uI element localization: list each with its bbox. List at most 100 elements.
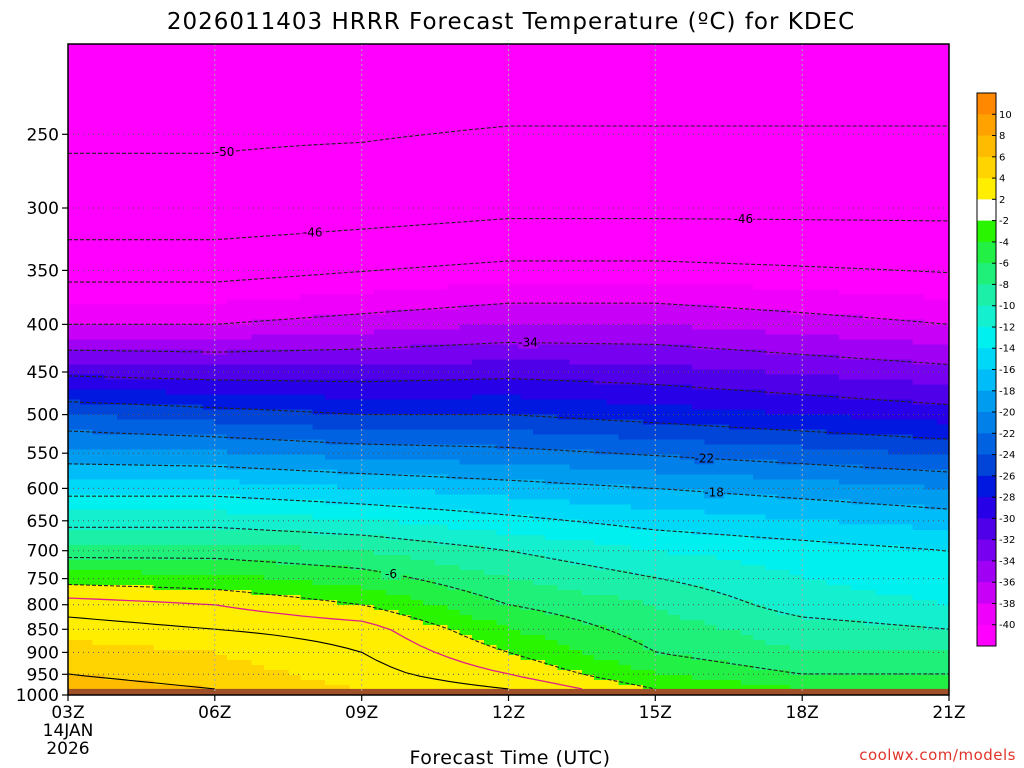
temperature-cell [655, 104, 669, 110]
temperature-cell [386, 204, 399, 210]
temperature-cell [777, 109, 791, 115]
temperature-cell [141, 144, 155, 150]
temperature-cell [104, 104, 118, 110]
temperature-cell [679, 334, 693, 341]
temperature-cell [386, 219, 399, 225]
temperature-cell [129, 84, 143, 90]
temperature-cell [912, 99, 926, 105]
temperature-cell [68, 309, 81, 316]
temperature-cell [386, 234, 399, 240]
temperature-cell [349, 339, 363, 346]
temperature-cell [251, 64, 265, 70]
temperature-cell [386, 124, 399, 130]
temperature-cell [814, 329, 828, 336]
temperature-cell [312, 59, 326, 65]
temperature-cell [300, 359, 314, 366]
temperature-cell [740, 384, 754, 391]
temperature-cell [802, 249, 816, 255]
temperature-cell [789, 124, 803, 130]
temperature-cell [178, 264, 191, 270]
temperature-cell [484, 279, 497, 285]
temperature-cell [239, 199, 253, 205]
temperature-cell [447, 289, 461, 295]
temperature-cell [814, 184, 828, 190]
temperature-cell [300, 284, 314, 290]
temperature-cell [679, 324, 693, 331]
temperature-cell [239, 349, 253, 356]
temperature-cell [594, 84, 607, 90]
temperature-cell [655, 264, 669, 270]
temperature-cell [728, 114, 742, 120]
temperature-cell [704, 44, 718, 50]
temperature-cell [422, 164, 436, 170]
temperature-cell [557, 384, 571, 391]
temperature-cell [814, 234, 828, 240]
temperature-cell [471, 109, 485, 115]
temperature-cell [508, 184, 522, 190]
temperature-cell [288, 174, 302, 180]
temperature-cell [263, 159, 277, 165]
temperature-cell [165, 289, 179, 295]
temperature-cell [361, 249, 375, 255]
temperature-cell [349, 384, 363, 391]
temperature-cell [92, 194, 106, 200]
temperature-cell [863, 69, 877, 75]
temperature-cell [875, 359, 889, 366]
temperature-cell [496, 179, 510, 185]
temperature-cell [569, 179, 583, 185]
temperature-cell [116, 234, 130, 240]
temperature-cell [532, 114, 546, 120]
temperature-cell [251, 379, 265, 386]
temperature-cell [251, 99, 265, 105]
temperature-cell [912, 379, 926, 386]
temperature-cell [716, 64, 730, 70]
temperature-cell [361, 299, 375, 305]
temperature-cell [349, 184, 363, 190]
temperature-cell [508, 104, 522, 110]
temperature-cell [361, 89, 375, 95]
temperature-cell [190, 59, 204, 65]
temperature-cell [398, 99, 412, 105]
temperature-cell [912, 119, 926, 125]
temperature-cell [239, 364, 253, 371]
temperature-cell [912, 164, 926, 170]
temperature-cell [777, 269, 791, 275]
temperature-cell [227, 94, 240, 100]
temperature-cell [594, 364, 607, 371]
temperature-cell [594, 239, 607, 245]
temperature-cell [202, 219, 216, 225]
temperature-cell [422, 174, 436, 180]
temperature-cell [141, 354, 155, 361]
temperature-cell [789, 214, 803, 220]
temperature-cell [728, 64, 742, 70]
temperature-cell [838, 249, 852, 255]
temperature-cell [496, 304, 510, 311]
temperature-cell [276, 379, 289, 386]
temperature-cell [912, 299, 926, 305]
temperature-cell [165, 254, 179, 260]
temperature-cell [422, 214, 436, 220]
temperature-cell [227, 194, 240, 200]
temperature-cell [190, 149, 204, 155]
temperature-cell [887, 89, 901, 95]
temperature-cell [826, 114, 840, 120]
temperature-cell [875, 244, 889, 250]
temperature-cell [496, 229, 510, 235]
temperature-cell [545, 289, 559, 295]
temperature-cell [606, 359, 620, 366]
temperature-cell [153, 194, 167, 200]
temperature-cell [777, 304, 791, 311]
temperature-cell [802, 359, 816, 366]
temperature-cell [276, 384, 289, 391]
temperature-cell [789, 329, 803, 336]
temperature-cell [667, 224, 681, 230]
temperature-cell [789, 289, 803, 295]
temperature-cell [276, 329, 289, 336]
temperature-cell [777, 154, 791, 160]
temperature-cell [251, 254, 265, 260]
temperature-cell [251, 389, 265, 396]
temperature-cell [581, 209, 595, 215]
temperature-cell [924, 154, 938, 160]
temperature-cell [373, 159, 387, 165]
temperature-cell [814, 59, 828, 65]
